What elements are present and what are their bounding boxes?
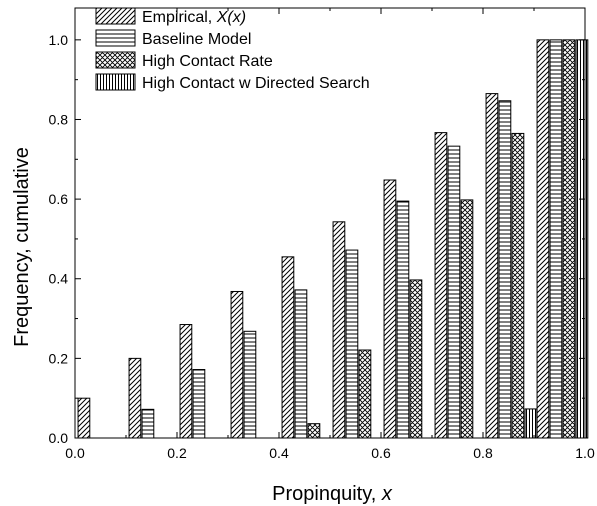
legend: Empirical, X(x) Baseline Model High Contac… bbox=[95, 7, 370, 92]
legend-swatch-3 bbox=[95, 73, 136, 91]
x-tick-label: 0.4 bbox=[269, 445, 289, 461]
bar-series-1-x-2 bbox=[192, 369, 206, 439]
bar-series-3-x-8 bbox=[524, 408, 538, 439]
bar-series-0-x-8 bbox=[485, 93, 499, 439]
bar-series-0-x-3 bbox=[230, 290, 244, 439]
bar-series-0-x-7 bbox=[434, 132, 448, 439]
legend-swatch-0 bbox=[95, 7, 136, 25]
bars-layer bbox=[77, 39, 589, 439]
x-tick-label: 0.6 bbox=[371, 445, 391, 461]
y-tick-label: 0.4 bbox=[49, 271, 69, 287]
legend-label-2: High Contact Rate bbox=[142, 53, 273, 70]
bar-series-0-x-9 bbox=[536, 39, 550, 439]
legend-swatch-2 bbox=[95, 51, 136, 69]
y-tick-label: 0.8 bbox=[49, 111, 69, 127]
bar-series-0-x-4 bbox=[281, 256, 295, 439]
bar-series-1-x-8 bbox=[498, 100, 512, 439]
y-tick-label: 0.0 bbox=[49, 430, 69, 446]
axes-layer: 0.0 0.2 0.4 0.6 0.8 1.0 0.0 0.2 0.4 0.6 0.8 1.0 bbox=[49, 7, 595, 461]
bar-series-0-x-1 bbox=[128, 357, 142, 439]
legend-label-0: Empirical, X(x) bbox=[142, 9, 246, 26]
x-tick-label: 1.0 bbox=[575, 445, 595, 461]
legend-swatch-1 bbox=[95, 29, 136, 47]
bar-series-0-x-0 bbox=[77, 397, 91, 439]
bar-series-2-x-7 bbox=[460, 199, 474, 439]
bar-series-2-x-8 bbox=[511, 132, 525, 439]
bar-series-1-x-6 bbox=[396, 200, 410, 439]
x-tick-label: 0.8 bbox=[473, 445, 493, 461]
bar-series-3-x-9 bbox=[575, 39, 589, 439]
y-tick-label: 0.6 bbox=[49, 191, 69, 207]
bar-series-1-x-9 bbox=[549, 39, 563, 439]
bar-series-1-x-7 bbox=[447, 145, 461, 439]
bar-series-1-x-5 bbox=[345, 249, 359, 439]
bar-series-0-x-6 bbox=[383, 179, 397, 439]
y-tick-label: 1.0 bbox=[49, 32, 69, 48]
y-tick-label: 0.2 bbox=[49, 350, 69, 366]
x-tick-label: 0.0 bbox=[65, 445, 85, 461]
bar-series-2-x-5 bbox=[358, 349, 372, 439]
y-axis-title: Frequency, cumulative bbox=[11, 147, 33, 347]
x-tick-label: 0.2 bbox=[167, 445, 187, 461]
x-axis-title: Propinquity, x bbox=[272, 483, 393, 505]
bar-series-2-x-9 bbox=[562, 39, 576, 439]
bar-series-1-x-4 bbox=[294, 289, 308, 439]
bar-series-1-x-1 bbox=[141, 408, 155, 439]
legend-label-3: High Contact w Directed Search bbox=[142, 75, 370, 92]
bar-series-0-x-5 bbox=[332, 221, 346, 439]
bar-series-2-x-6 bbox=[409, 279, 423, 439]
bar-series-0-x-2 bbox=[179, 324, 193, 439]
bar-series-1-x-3 bbox=[243, 330, 257, 439]
bar-series-2-x-4 bbox=[307, 423, 321, 439]
legend-label-1: Baseline Model bbox=[142, 31, 251, 48]
